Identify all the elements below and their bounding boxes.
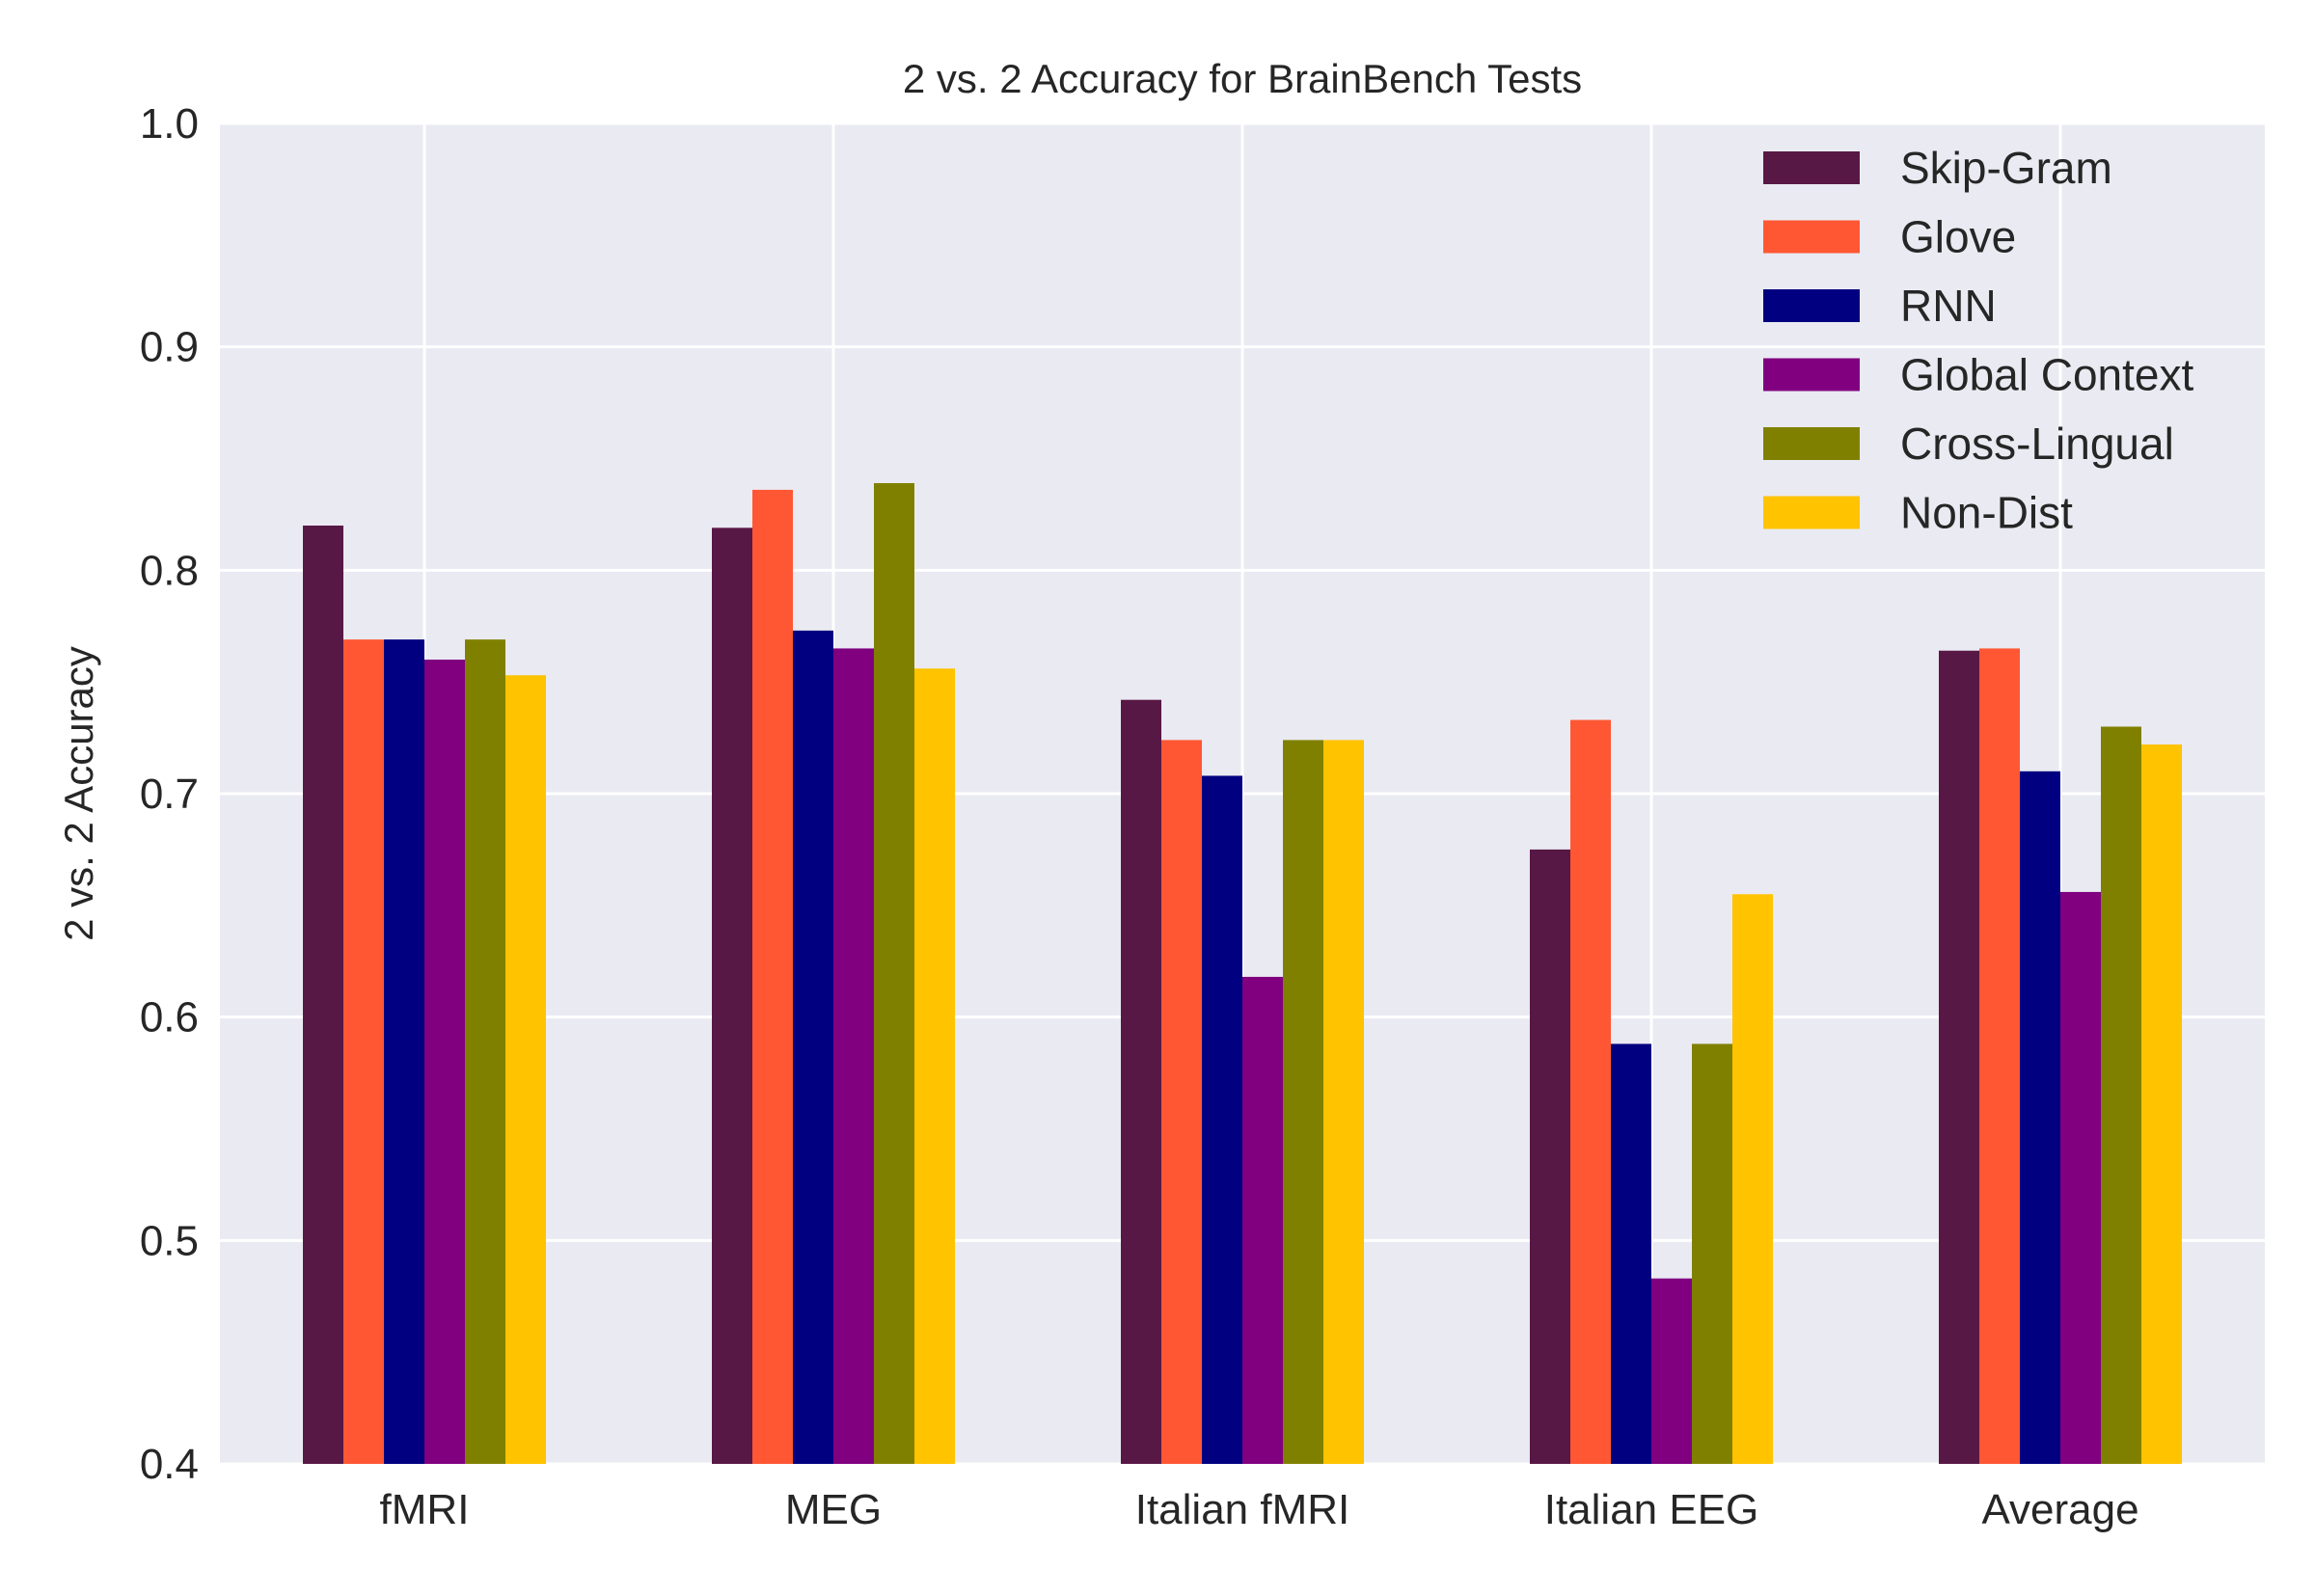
bar-glove-italian-eeg (1570, 719, 1611, 1464)
bar-global-context-average (2060, 891, 2101, 1464)
bar-non-dist-fmri (505, 675, 546, 1464)
bar-glove-fmri (343, 639, 384, 1464)
y-axis-ticks: 0.4 0.5 0.6 0.7 0.8 0.9 1.0 (140, 100, 199, 1488)
bar-cross-lingual-italian-eeg (1692, 1043, 1732, 1464)
bar-rnn-average (2020, 771, 2060, 1464)
y-tick-label: 0.4 (140, 1441, 199, 1488)
legend-label-non-dist: Non-Dist (1900, 488, 2073, 538)
x-tick-label: fMRI (380, 1486, 470, 1533)
bar-non-dist-average (2141, 744, 2182, 1464)
bar-global-context-italian-fmri (1242, 976, 1283, 1464)
y-tick-label: 0.7 (140, 771, 199, 818)
legend-label-skip-gram: Skip-Gram (1900, 143, 2112, 193)
y-tick-label: 0.6 (140, 994, 199, 1041)
y-tick-label: 1.0 (140, 100, 199, 148)
bar-non-dist-italian-eeg (1732, 894, 1773, 1464)
x-tick-label: Italian EEG (1544, 1486, 1759, 1533)
y-tick-label: 0.5 (140, 1217, 199, 1264)
bar-skip-gram-meg (712, 527, 752, 1464)
bar-cross-lingual-fmri (465, 639, 505, 1464)
bar-skip-gram-italian-fmri (1121, 699, 1161, 1464)
legend-swatch-cross-lingual (1763, 427, 1860, 460)
bar-rnn-italian-fmri (1202, 775, 1242, 1464)
legend-label-cross-lingual: Cross-Lingual (1900, 419, 2174, 469)
legend-label-global-context: Global Context (1900, 350, 2193, 400)
x-axis-ticks: fMRI MEG Italian fMRI Italian EEG Average (380, 1486, 2139, 1533)
bar-cross-lingual-average (2101, 726, 2141, 1464)
bar-glove-meg (752, 489, 793, 1464)
bar-cross-lingual-meg (874, 482, 914, 1464)
legend-swatch-rnn (1763, 289, 1860, 322)
bar-rnn-fmri (384, 639, 424, 1464)
bar-global-context-meg (833, 648, 874, 1464)
chart-title: 2 vs. 2 Accuracy for BrainBench Tests (903, 56, 1582, 101)
bar-skip-gram-fmri (303, 526, 343, 1464)
bar-skip-gram-italian-eeg (1530, 849, 1570, 1464)
bar-cross-lingual-italian-fmri (1283, 740, 1323, 1464)
bar-non-dist-meg (914, 668, 955, 1464)
y-tick-label: 0.8 (140, 547, 199, 594)
y-axis-label: 2 vs. 2 Accuracy (56, 646, 101, 941)
bar-glove-italian-fmri (1161, 740, 1202, 1464)
bar-non-dist-italian-fmri (1323, 740, 1364, 1464)
x-tick-label: Italian fMRI (1135, 1486, 1350, 1533)
y-tick-label: 0.9 (140, 324, 199, 371)
x-tick-label: MEG (785, 1486, 882, 1533)
bar-rnn-meg (793, 630, 833, 1464)
legend-swatch-glove (1763, 220, 1860, 254)
bars (303, 482, 2182, 1464)
bar-global-context-fmri (424, 660, 465, 1464)
x-tick-label: Average (1981, 1486, 2138, 1533)
legend-swatch-global-context (1763, 358, 1860, 392)
legend-swatch-non-dist (1763, 496, 1860, 529)
legend-swatch-skip-gram (1763, 151, 1860, 184)
bar-global-context-italian-eeg (1651, 1278, 1692, 1464)
legend-label-rnn: RNN (1900, 281, 1997, 331)
legend: Skip-Gram Glove RNN Global Context Cross-Lin… (1763, 143, 2193, 538)
bar-skip-gram-average (1939, 650, 1979, 1464)
bar-glove-average (1979, 648, 2020, 1464)
legend-label-glove: Glove (1900, 212, 2016, 262)
bar-rnn-italian-eeg (1611, 1043, 1651, 1464)
